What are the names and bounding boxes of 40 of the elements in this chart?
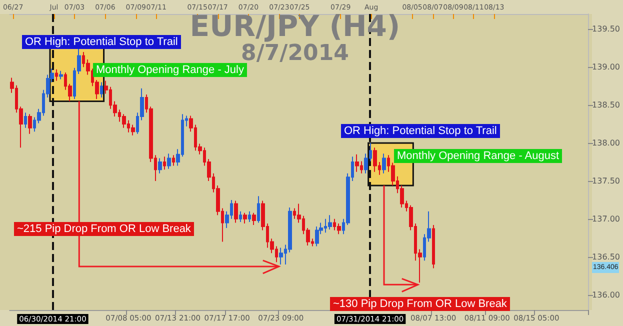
y-tick-label: 137.50 bbox=[592, 176, 620, 186]
annotation: OR High: Potential Stop to Trail bbox=[341, 124, 500, 138]
candlestick bbox=[315, 226, 319, 247]
y-tick-label: 137.00 bbox=[592, 214, 620, 224]
y-tick-label: 138.50 bbox=[592, 100, 620, 110]
candlestick bbox=[355, 154, 359, 172]
candlestick bbox=[167, 153, 171, 170]
candlestick bbox=[328, 214, 332, 230]
y-tick-label: 139.50 bbox=[592, 24, 620, 34]
y-tick-label: 138.00 bbox=[592, 138, 620, 148]
candlestick bbox=[122, 114, 126, 128]
annotation: ~215 Pip Drop From OR Low Break bbox=[14, 222, 194, 236]
candlestick bbox=[373, 147, 377, 172]
candlestick bbox=[234, 200, 238, 224]
annotation: ~130 Pip Drop From OR Low Break bbox=[330, 297, 510, 311]
y-tick-label: 136.00 bbox=[592, 290, 620, 300]
candlestick bbox=[163, 156, 166, 170]
candlestick bbox=[337, 222, 341, 235]
candlestick bbox=[172, 154, 175, 166]
candlestick bbox=[279, 247, 283, 265]
candlestick bbox=[158, 158, 162, 174]
candlestick bbox=[432, 224, 435, 269]
candlestick bbox=[252, 212, 256, 226]
y-tick-label: 136.50 bbox=[592, 252, 620, 262]
candlestick bbox=[239, 210, 242, 222]
candlestick bbox=[24, 112, 27, 128]
candlestick bbox=[100, 82, 103, 98]
annotation: Monthly Opening Range - August bbox=[394, 149, 562, 163]
candlestick bbox=[243, 212, 247, 224]
text: 8/7/2014 bbox=[241, 41, 350, 66]
candlestick bbox=[131, 124, 135, 136]
candlestick bbox=[248, 210, 251, 222]
annotation: Monthly Opening Range - July bbox=[93, 63, 247, 77]
candlestick bbox=[28, 114, 32, 134]
candlestick bbox=[257, 196, 260, 224]
candlestick bbox=[55, 68, 58, 82]
annotation: OR High: Potential Stop to Trail bbox=[22, 35, 181, 49]
candlestick bbox=[59, 70, 63, 80]
candlestick bbox=[382, 153, 386, 174]
y-tick-label: 139.00 bbox=[592, 62, 620, 72]
